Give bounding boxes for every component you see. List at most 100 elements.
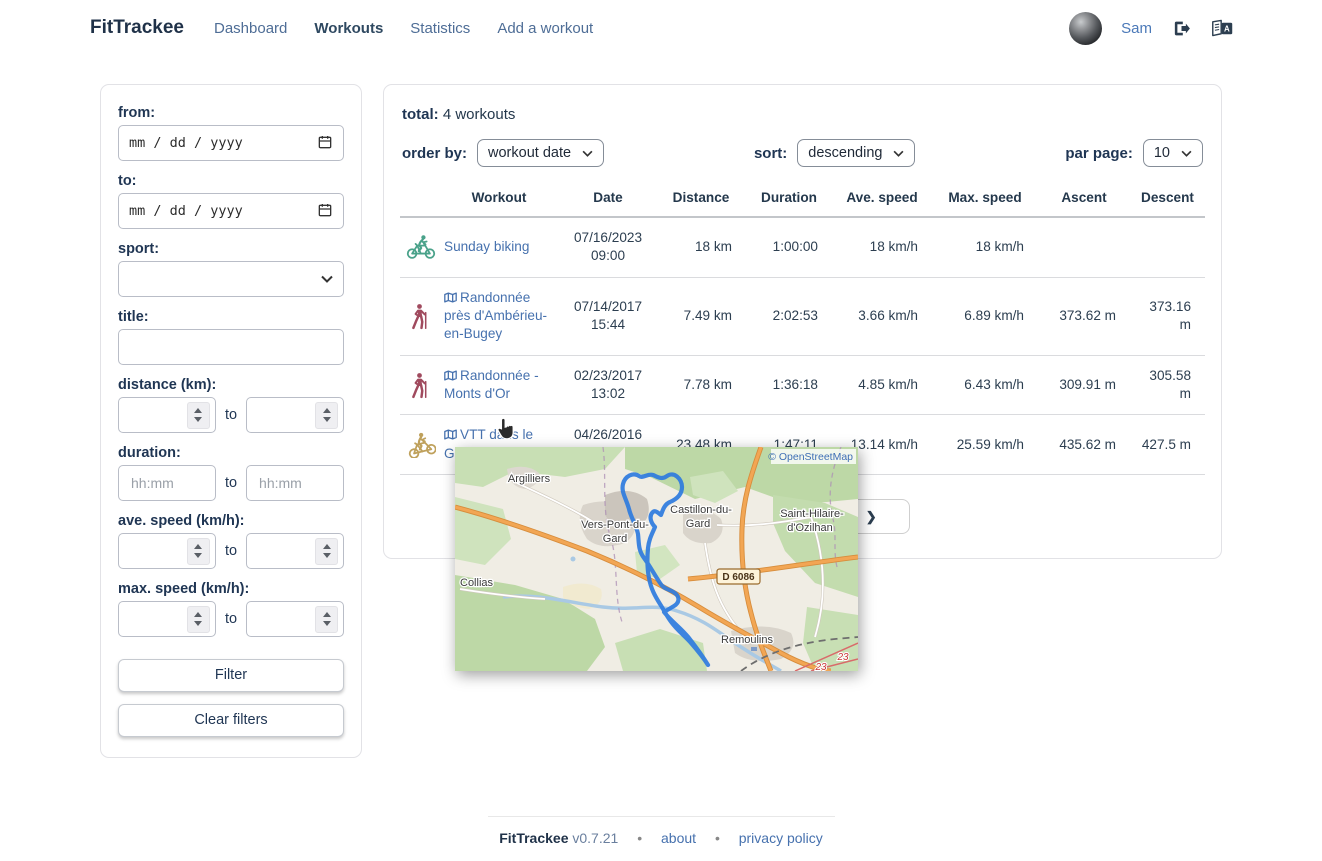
svg-text:A: A (1224, 24, 1230, 33)
svg-text:23: 23 (836, 652, 849, 663)
privacy-policy-link[interactable]: privacy policy (738, 830, 823, 846)
per-page-select[interactable]: 10 (1142, 139, 1203, 167)
order-by-select[interactable]: workout date (477, 139, 605, 167)
nav-item-dashboard[interactable]: Dashboard (214, 19, 288, 37)
per-page-label: par page: (1065, 144, 1133, 162)
workout-link[interactable]: Sunday biking (444, 239, 530, 255)
col-descent: Descent (1130, 181, 1205, 218)
distance-label: distance (km): (118, 377, 217, 393)
nav-item-statistics[interactable]: Statistics (410, 19, 471, 37)
workout-max-speed-cell: 6.89 km/h (932, 277, 1038, 356)
town-label: Collias (460, 577, 494, 589)
col-sport-icon (400, 181, 438, 218)
footer-brand: FitTrackee (499, 830, 569, 846)
distance-from-input[interactable] (118, 397, 216, 433)
workout-ascent-cell (1038, 217, 1130, 278)
workout-ave-speed-cell: 3.66 km/h (832, 277, 932, 356)
ave-speed-from-input[interactable] (118, 533, 216, 569)
max-speed-to-input[interactable] (246, 601, 344, 637)
duration-to-input[interactable] (246, 465, 344, 501)
workout-link[interactable]: Randonnée près d'Ambérieu-en-Bugey (444, 289, 548, 342)
sport-select[interactable] (118, 261, 344, 297)
workout-ascent-cell: 373.62 m (1038, 277, 1130, 356)
town-label: d'Ozilhan (787, 522, 833, 534)
town-label: Gard (686, 518, 710, 530)
workout-date-cell: 07/14/2017 15:44 (560, 277, 656, 356)
svg-text:D 6086: D 6086 (722, 572, 755, 583)
max-speed-from-input[interactable] (118, 601, 216, 637)
table-row: Randonnée - Monts d'Or 02/23/2017 13:02 7.… (400, 355, 1205, 416)
workout-max-speed-cell: 18 km/h (932, 217, 1038, 278)
avatar[interactable] (1069, 11, 1103, 45)
username-link[interactable]: Sam (1121, 19, 1152, 37)
nav-right: Sam A (1069, 11, 1234, 45)
number-stepper[interactable] (315, 537, 338, 565)
col-workout: Workout (438, 181, 560, 218)
number-stepper[interactable] (186, 401, 210, 429)
town-label: Saint-Hilaire- (780, 508, 844, 520)
workout-title-cell: Randonnée près d'Ambérieu-en-Bugey (438, 277, 560, 356)
title-input[interactable] (118, 329, 344, 365)
town-label: Gard (603, 533, 627, 545)
number-stepper[interactable] (186, 605, 210, 633)
sort-select[interactable]: descending (797, 139, 916, 167)
total-count: total: 4 workouts (402, 106, 516, 123)
workout-descent-cell (1130, 217, 1205, 278)
svg-text:23: 23 (814, 662, 827, 671)
col-distance: Distance (656, 181, 746, 218)
workout-ave-speed-cell: 4.85 km/h (832, 355, 932, 416)
calendar-icon[interactable] (317, 202, 333, 221)
ave-speed-label: ave. speed (km/h): (118, 513, 245, 529)
number-stepper[interactable] (315, 605, 338, 633)
ave-speed-to-input[interactable] (246, 533, 344, 569)
col-duration: Duration (746, 181, 832, 218)
workouts-table: Workout Date Distance Duration Ave. spee… (400, 181, 1205, 476)
workout-map-preview: Argilliers Vers-Pont-du- Gard Castillon-… (455, 447, 858, 671)
order-by-label: order by: (402, 144, 468, 162)
footer-divider (487, 816, 835, 817)
date-to-input[interactable]: mm / dd / yyyy (118, 193, 344, 229)
map-icon (444, 427, 460, 442)
filter-button[interactable]: Filter (118, 659, 344, 692)
workout-ascent-cell: 435.62 m (1038, 414, 1130, 476)
app-logo[interactable]: FitTrackee (90, 17, 184, 38)
navbar: FitTrackee Dashboard Workouts Statistics… (0, 0, 1322, 56)
cycling-icon (400, 217, 438, 278)
table-header-row: Workout Date Distance Duration Ave. spee… (400, 181, 1205, 218)
hiking-icon (400, 277, 438, 356)
col-ave-speed: Ave. speed (832, 181, 932, 218)
osm-attribution-link[interactable]: © OpenStreetMap (768, 451, 853, 463)
calendar-icon[interactable] (317, 134, 333, 153)
title-label: title: (118, 309, 149, 325)
max-speed-label: max. speed (km/h): (118, 581, 250, 597)
sport-label: sport: (118, 241, 160, 257)
workout-max-speed-cell: 25.59 km/h (932, 414, 1038, 476)
sort-label: sort: (753, 144, 788, 162)
workout-duration-cell: 2:02:53 (746, 277, 832, 356)
workout-duration-cell: 1:36:18 (746, 355, 832, 416)
footer-version: v0.7.21 (572, 830, 619, 846)
date-from-input[interactable]: mm / dd / yyyy (118, 125, 344, 161)
language-icon[interactable]: A (1211, 18, 1234, 38)
distance-to-input[interactable] (246, 397, 344, 433)
col-ascent: Ascent (1038, 181, 1130, 218)
col-max-speed: Max. speed (932, 181, 1038, 218)
workout-ascent-cell: 309.91 m (1038, 355, 1130, 416)
workout-max-speed-cell: 6.43 km/h (932, 355, 1038, 416)
workout-link[interactable]: Randonnée - Monts d'Or (444, 367, 539, 402)
list-controls: order by: workout date sort: descending … (400, 139, 1205, 167)
logout-icon[interactable] (1171, 18, 1192, 39)
duration-label: duration: (118, 445, 181, 461)
workout-descent-cell: 427.5 m (1130, 414, 1205, 476)
about-link[interactable]: about (661, 830, 697, 846)
mountain-biking-icon (400, 414, 438, 476)
number-stepper[interactable] (186, 537, 210, 565)
number-stepper[interactable] (315, 401, 338, 429)
footer: FitTrackee v0.7.21 • about • privacy pol… (0, 816, 1322, 846)
town-label: Vers-Pont-du- (581, 519, 649, 531)
clear-filters-button[interactable]: Clear filters (118, 704, 344, 737)
duration-from-input[interactable] (118, 465, 216, 501)
nav-item-workouts[interactable]: Workouts (314, 19, 384, 37)
nav-item-add-workout[interactable]: Add a workout (497, 19, 594, 37)
town-label: Remoulins (721, 634, 773, 646)
